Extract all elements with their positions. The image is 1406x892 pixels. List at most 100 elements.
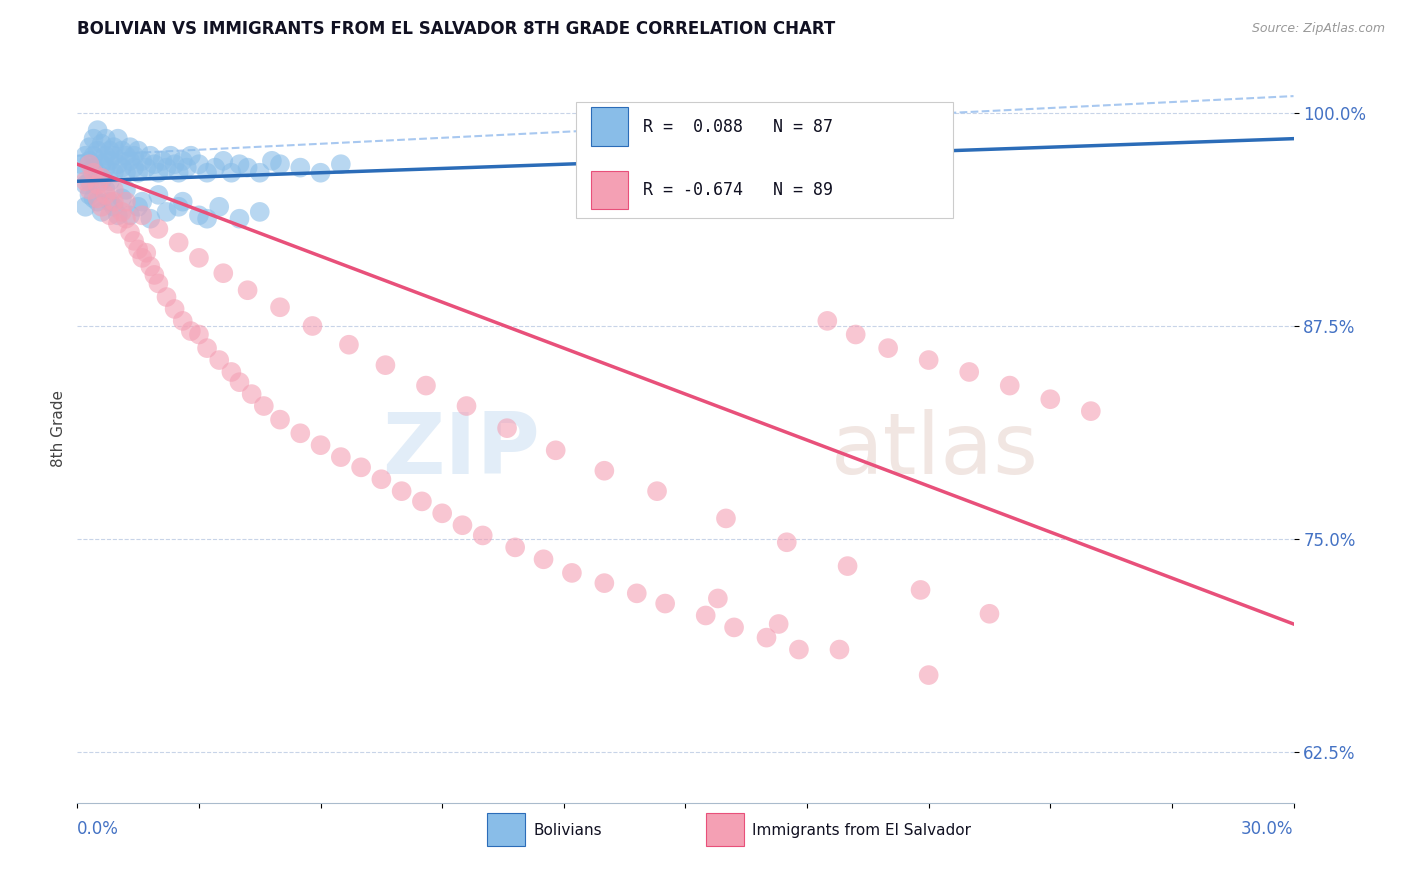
- Point: [228, 157, 250, 171]
- Point: [86, 178, 108, 192]
- Point: [152, 153, 174, 168]
- Point: [75, 174, 97, 188]
- Point: [143, 157, 166, 171]
- Point: [593, 464, 616, 478]
- Point: [98, 194, 121, 209]
- Point: [561, 566, 583, 580]
- Point: [309, 166, 332, 180]
- Point: [115, 166, 138, 180]
- Point: [139, 211, 162, 226]
- Point: [86, 166, 108, 180]
- Point: [301, 318, 323, 333]
- Point: [148, 187, 170, 202]
- Text: 0.0%: 0.0%: [77, 820, 120, 838]
- Point: [90, 170, 112, 185]
- Point: [714, 511, 737, 525]
- Point: [172, 194, 194, 209]
- Text: Bolivians: Bolivians: [533, 823, 602, 838]
- Point: [98, 144, 121, 158]
- Point: [135, 245, 157, 260]
- Point: [707, 591, 730, 606]
- Point: [131, 153, 153, 168]
- Point: [103, 183, 125, 197]
- Text: Source: ZipAtlas.com: Source: ZipAtlas.com: [1251, 22, 1385, 36]
- Point: [877, 341, 900, 355]
- Point: [269, 300, 291, 314]
- Point: [118, 153, 141, 168]
- Point: [998, 378, 1021, 392]
- Point: [544, 443, 567, 458]
- Point: [90, 136, 112, 151]
- Point: [910, 582, 932, 597]
- Point: [148, 222, 170, 236]
- Point: [167, 200, 190, 214]
- Point: [86, 191, 108, 205]
- Point: [70, 157, 93, 171]
- Point: [98, 153, 121, 168]
- Point: [118, 225, 141, 239]
- Text: atlas: atlas: [831, 409, 1039, 492]
- Point: [188, 157, 211, 171]
- Point: [236, 283, 259, 297]
- Point: [94, 161, 117, 175]
- Point: [86, 194, 108, 209]
- Y-axis label: 8th Grade: 8th Grade: [51, 390, 66, 467]
- Point: [456, 399, 478, 413]
- Point: [115, 194, 138, 209]
- Point: [828, 642, 851, 657]
- Point: [83, 166, 105, 180]
- Point: [131, 194, 153, 209]
- Point: [94, 187, 117, 202]
- Point: [212, 266, 235, 280]
- Point: [415, 378, 437, 392]
- Point: [155, 205, 177, 219]
- Point: [337, 337, 360, 351]
- FancyBboxPatch shape: [488, 814, 524, 847]
- Point: [131, 251, 153, 265]
- Point: [98, 174, 121, 188]
- Point: [269, 412, 291, 426]
- Point: [75, 200, 97, 214]
- Point: [90, 157, 112, 171]
- Point: [188, 208, 211, 222]
- Point: [86, 123, 108, 137]
- Point: [176, 161, 198, 175]
- Point: [79, 157, 101, 171]
- Point: [155, 161, 177, 175]
- Point: [228, 211, 250, 226]
- Point: [127, 200, 149, 214]
- Point: [188, 251, 211, 265]
- Point: [98, 208, 121, 222]
- Point: [221, 365, 243, 379]
- Point: [122, 149, 145, 163]
- Point: [350, 460, 373, 475]
- Text: ZIP: ZIP: [382, 409, 540, 492]
- Point: [159, 149, 181, 163]
- Point: [723, 620, 745, 634]
- Point: [107, 131, 129, 145]
- Point: [107, 217, 129, 231]
- Point: [195, 211, 218, 226]
- Point: [94, 183, 117, 197]
- Point: [79, 153, 101, 168]
- Point: [111, 144, 134, 158]
- Point: [533, 552, 555, 566]
- Point: [103, 166, 125, 180]
- Point: [83, 131, 105, 145]
- Point: [180, 324, 202, 338]
- Point: [240, 387, 263, 401]
- Point: [188, 327, 211, 342]
- FancyBboxPatch shape: [591, 107, 628, 145]
- Point: [122, 161, 145, 175]
- Point: [167, 166, 190, 180]
- Point: [79, 174, 101, 188]
- Point: [131, 208, 153, 222]
- Point: [90, 200, 112, 214]
- Point: [755, 631, 778, 645]
- Point: [212, 153, 235, 168]
- Point: [111, 205, 134, 219]
- Point: [776, 535, 799, 549]
- Point: [496, 421, 519, 435]
- Point: [329, 450, 352, 464]
- Point: [172, 314, 194, 328]
